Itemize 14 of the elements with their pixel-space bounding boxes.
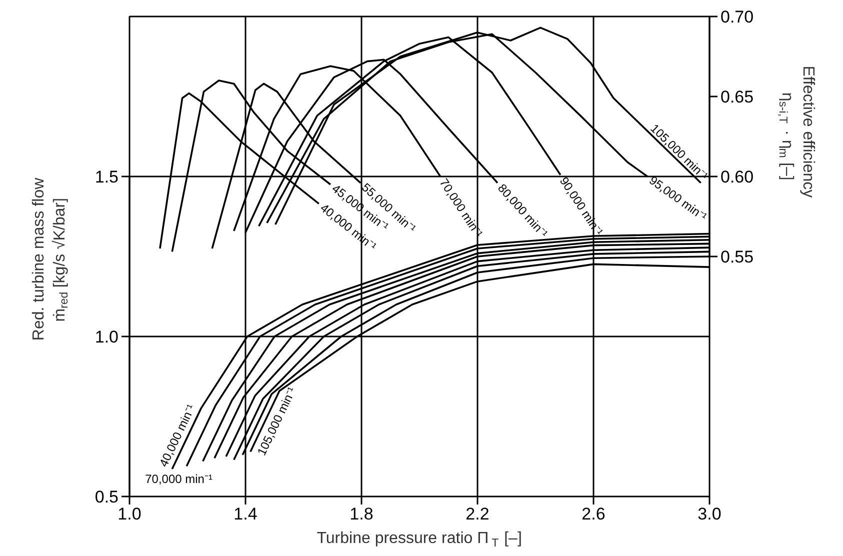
y2-tick-label: 0.55 [720, 248, 754, 266]
x-tick-label: 1.4 [234, 504, 258, 524]
y2-tick-label: 0.60 [720, 168, 754, 186]
x-tick-label: 2.6 [582, 504, 606, 524]
y2-tick-label: 0.65 [720, 88, 754, 106]
y2-tick-label: 0.70 [720, 8, 754, 26]
series-label: 70,000 min⁻¹ [145, 472, 212, 486]
x-tick-label: 1.8 [350, 504, 374, 524]
x-tick-label: 3.0 [698, 504, 722, 524]
x-tick-label: 2.2 [466, 504, 490, 524]
x-tick-label: 1.0 [118, 504, 142, 524]
y-tick-label: 1.5 [94, 168, 119, 186]
y-tick-label: 0.5 [94, 488, 119, 506]
y-tick-label: 1.0 [94, 328, 119, 346]
